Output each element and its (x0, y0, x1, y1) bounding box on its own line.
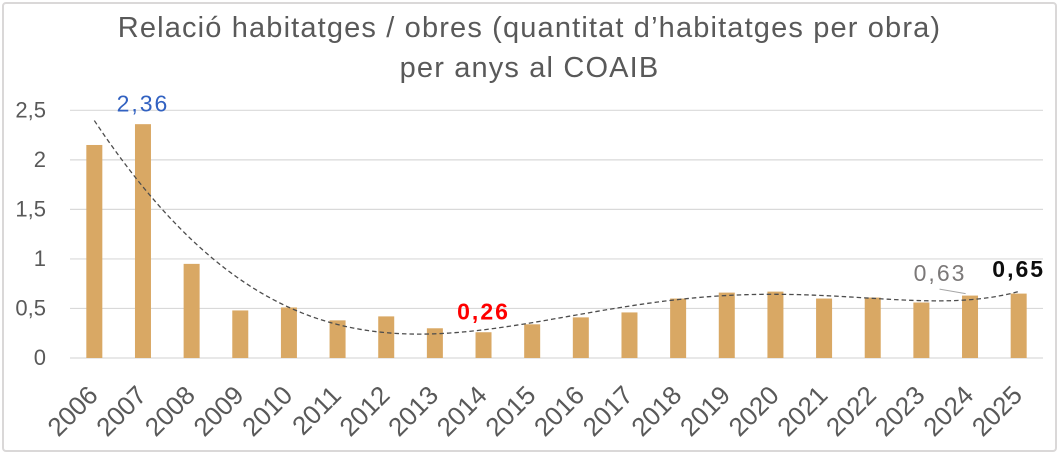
x-axis-tick-label: 2023 (869, 380, 931, 442)
bar-2016 (572, 317, 589, 358)
bar-2018 (670, 298, 687, 358)
bar-2021 (816, 298, 833, 358)
bar-2025 (1010, 293, 1027, 358)
x-axis-tick-label: 2007 (90, 380, 152, 442)
data-label-2007: 2,36 (117, 91, 170, 117)
x-axis-tick-label: 2014 (431, 380, 493, 442)
y-axis-tick-label: 2,5 (15, 97, 46, 122)
bar-2023 (913, 302, 930, 358)
x-axis-tick-label: 2025 (966, 380, 1028, 442)
x-axis-tick-label: 2012 (333, 380, 395, 442)
chart-title: Relació habitatges / obres (quantitat d’… (0, 9, 1059, 88)
y-axis-tick-label: 2 (34, 147, 46, 172)
x-axis-tick-label: 2017 (577, 380, 639, 442)
bar-2015 (524, 324, 541, 358)
y-axis-tick-label: 0 (34, 345, 46, 370)
y-axis-tick-label: 0,5 (15, 295, 46, 320)
x-axis-tick-label: 2024 (917, 380, 979, 442)
data-label-2014: 0,26 (457, 299, 510, 325)
bar-2009 (232, 310, 249, 358)
bar-2019 (718, 292, 735, 358)
bar-2020 (767, 291, 784, 358)
x-axis-tick-label: 2009 (187, 380, 249, 442)
x-axis-tick-label: 2021 (771, 380, 833, 442)
bar-2012 (378, 316, 395, 358)
data-label-2025: 0,65 (992, 256, 1045, 282)
bar-2022 (864, 297, 881, 358)
bar-2013 (426, 328, 443, 358)
x-axis-tick-label: 2020 (723, 380, 785, 442)
bar-2007 (134, 124, 151, 358)
x-axis-tick-label: 2013 (382, 380, 444, 442)
data-label-2024: 0,63 (914, 260, 967, 286)
y-axis-tick-label: 1,5 (15, 196, 46, 221)
trendline-dashed (93, 120, 1019, 335)
chart-title-line2: per anys al COAIB (399, 51, 660, 84)
x-axis-tick-label: 2006 (41, 380, 103, 442)
x-axis-tick-label: 2019 (674, 380, 736, 442)
bar-2024 (962, 295, 979, 358)
y-axis-tick-label: 1 (34, 246, 46, 271)
x-axis-tick-label: 2016 (528, 380, 590, 442)
x-axis-tick-label: 2015 (479, 380, 541, 442)
x-axis-tick-label: 2018 (625, 380, 687, 442)
bar-2014 (475, 332, 492, 358)
x-axis-tick-label: 2011 (286, 380, 347, 441)
bar-2017 (621, 312, 638, 358)
data-label-leader-line (939, 288, 966, 295)
bar-2011 (329, 320, 346, 358)
chart-title-line1: Relació habitatges / obres (quantitat d’… (117, 12, 942, 44)
bar-2010 (280, 307, 297, 358)
bar-2008 (183, 263, 200, 358)
x-axis-tick-label: 2008 (139, 380, 201, 442)
x-axis-tick-label: 2022 (820, 380, 882, 442)
x-axis-tick-label: 2010 (236, 380, 298, 442)
bar-2006 (86, 144, 103, 358)
